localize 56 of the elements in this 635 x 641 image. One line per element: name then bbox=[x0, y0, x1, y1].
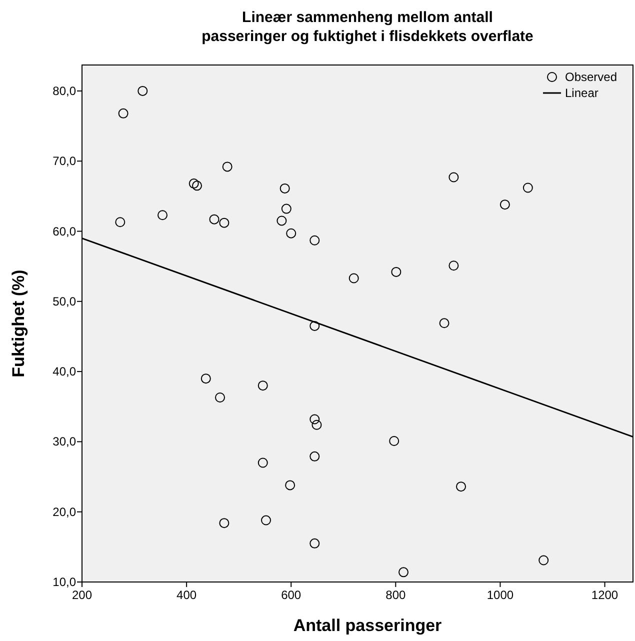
point bbox=[439, 318, 450, 328]
y-axis-title: Fuktighet (%) bbox=[9, 270, 28, 378]
point bbox=[310, 320, 320, 331]
y-tick-label: 80,0 bbox=[52, 84, 76, 98]
point bbox=[118, 108, 128, 118]
point bbox=[310, 451, 320, 462]
point bbox=[192, 180, 202, 191]
point bbox=[448, 172, 459, 182]
point bbox=[222, 162, 232, 172]
point bbox=[115, 217, 126, 228]
point bbox=[391, 266, 402, 277]
point bbox=[188, 178, 199, 189]
point bbox=[286, 228, 296, 238]
point bbox=[138, 86, 148, 96]
legend-label: Observed bbox=[565, 70, 618, 84]
y-tick-label: 20,0 bbox=[52, 504, 76, 519]
point bbox=[538, 555, 549, 566]
point bbox=[276, 216, 287, 226]
point bbox=[219, 218, 230, 228]
point bbox=[310, 235, 320, 246]
point bbox=[310, 538, 320, 548]
x-tick-label: 800 bbox=[386, 588, 406, 602]
point bbox=[209, 214, 220, 224]
legend-label: Linear bbox=[565, 86, 598, 100]
x-tick-label: 600 bbox=[281, 588, 302, 602]
y-tick-label: 70,0 bbox=[52, 154, 76, 168]
y-tick-label: 40,0 bbox=[52, 364, 76, 379]
x-tick-label: 200 bbox=[72, 588, 92, 602]
point bbox=[258, 380, 268, 391]
point bbox=[312, 420, 322, 430]
point bbox=[215, 392, 226, 403]
point bbox=[281, 204, 292, 214]
point bbox=[522, 182, 533, 193]
point bbox=[448, 260, 459, 271]
point bbox=[398, 567, 409, 578]
point bbox=[310, 414, 320, 424]
chart-title: Lineær sammenheng mellom antall passeringer og fuktighet i flisdekkets overflate bbox=[202, 9, 534, 45]
point bbox=[500, 200, 510, 210]
point bbox=[158, 210, 168, 220]
x-tick-label: 400 bbox=[176, 588, 197, 602]
x-axis-title: Antall passeringer bbox=[293, 616, 442, 635]
point bbox=[219, 518, 230, 528]
y-tick-label: 10,0 bbox=[52, 575, 76, 589]
point bbox=[200, 374, 211, 384]
point bbox=[258, 458, 268, 468]
point bbox=[389, 436, 400, 446]
point bbox=[456, 482, 466, 492]
y-tick-label: 50,0 bbox=[52, 294, 76, 308]
point bbox=[285, 480, 296, 490]
point bbox=[348, 273, 359, 284]
point bbox=[261, 515, 272, 526]
x-tick-label: 1200 bbox=[591, 588, 618, 602]
y-tick-label: 60,0 bbox=[52, 224, 76, 238]
x-tick-label: 1000 bbox=[486, 588, 514, 602]
point bbox=[280, 183, 290, 194]
y-tick-label: 30,0 bbox=[52, 434, 76, 449]
